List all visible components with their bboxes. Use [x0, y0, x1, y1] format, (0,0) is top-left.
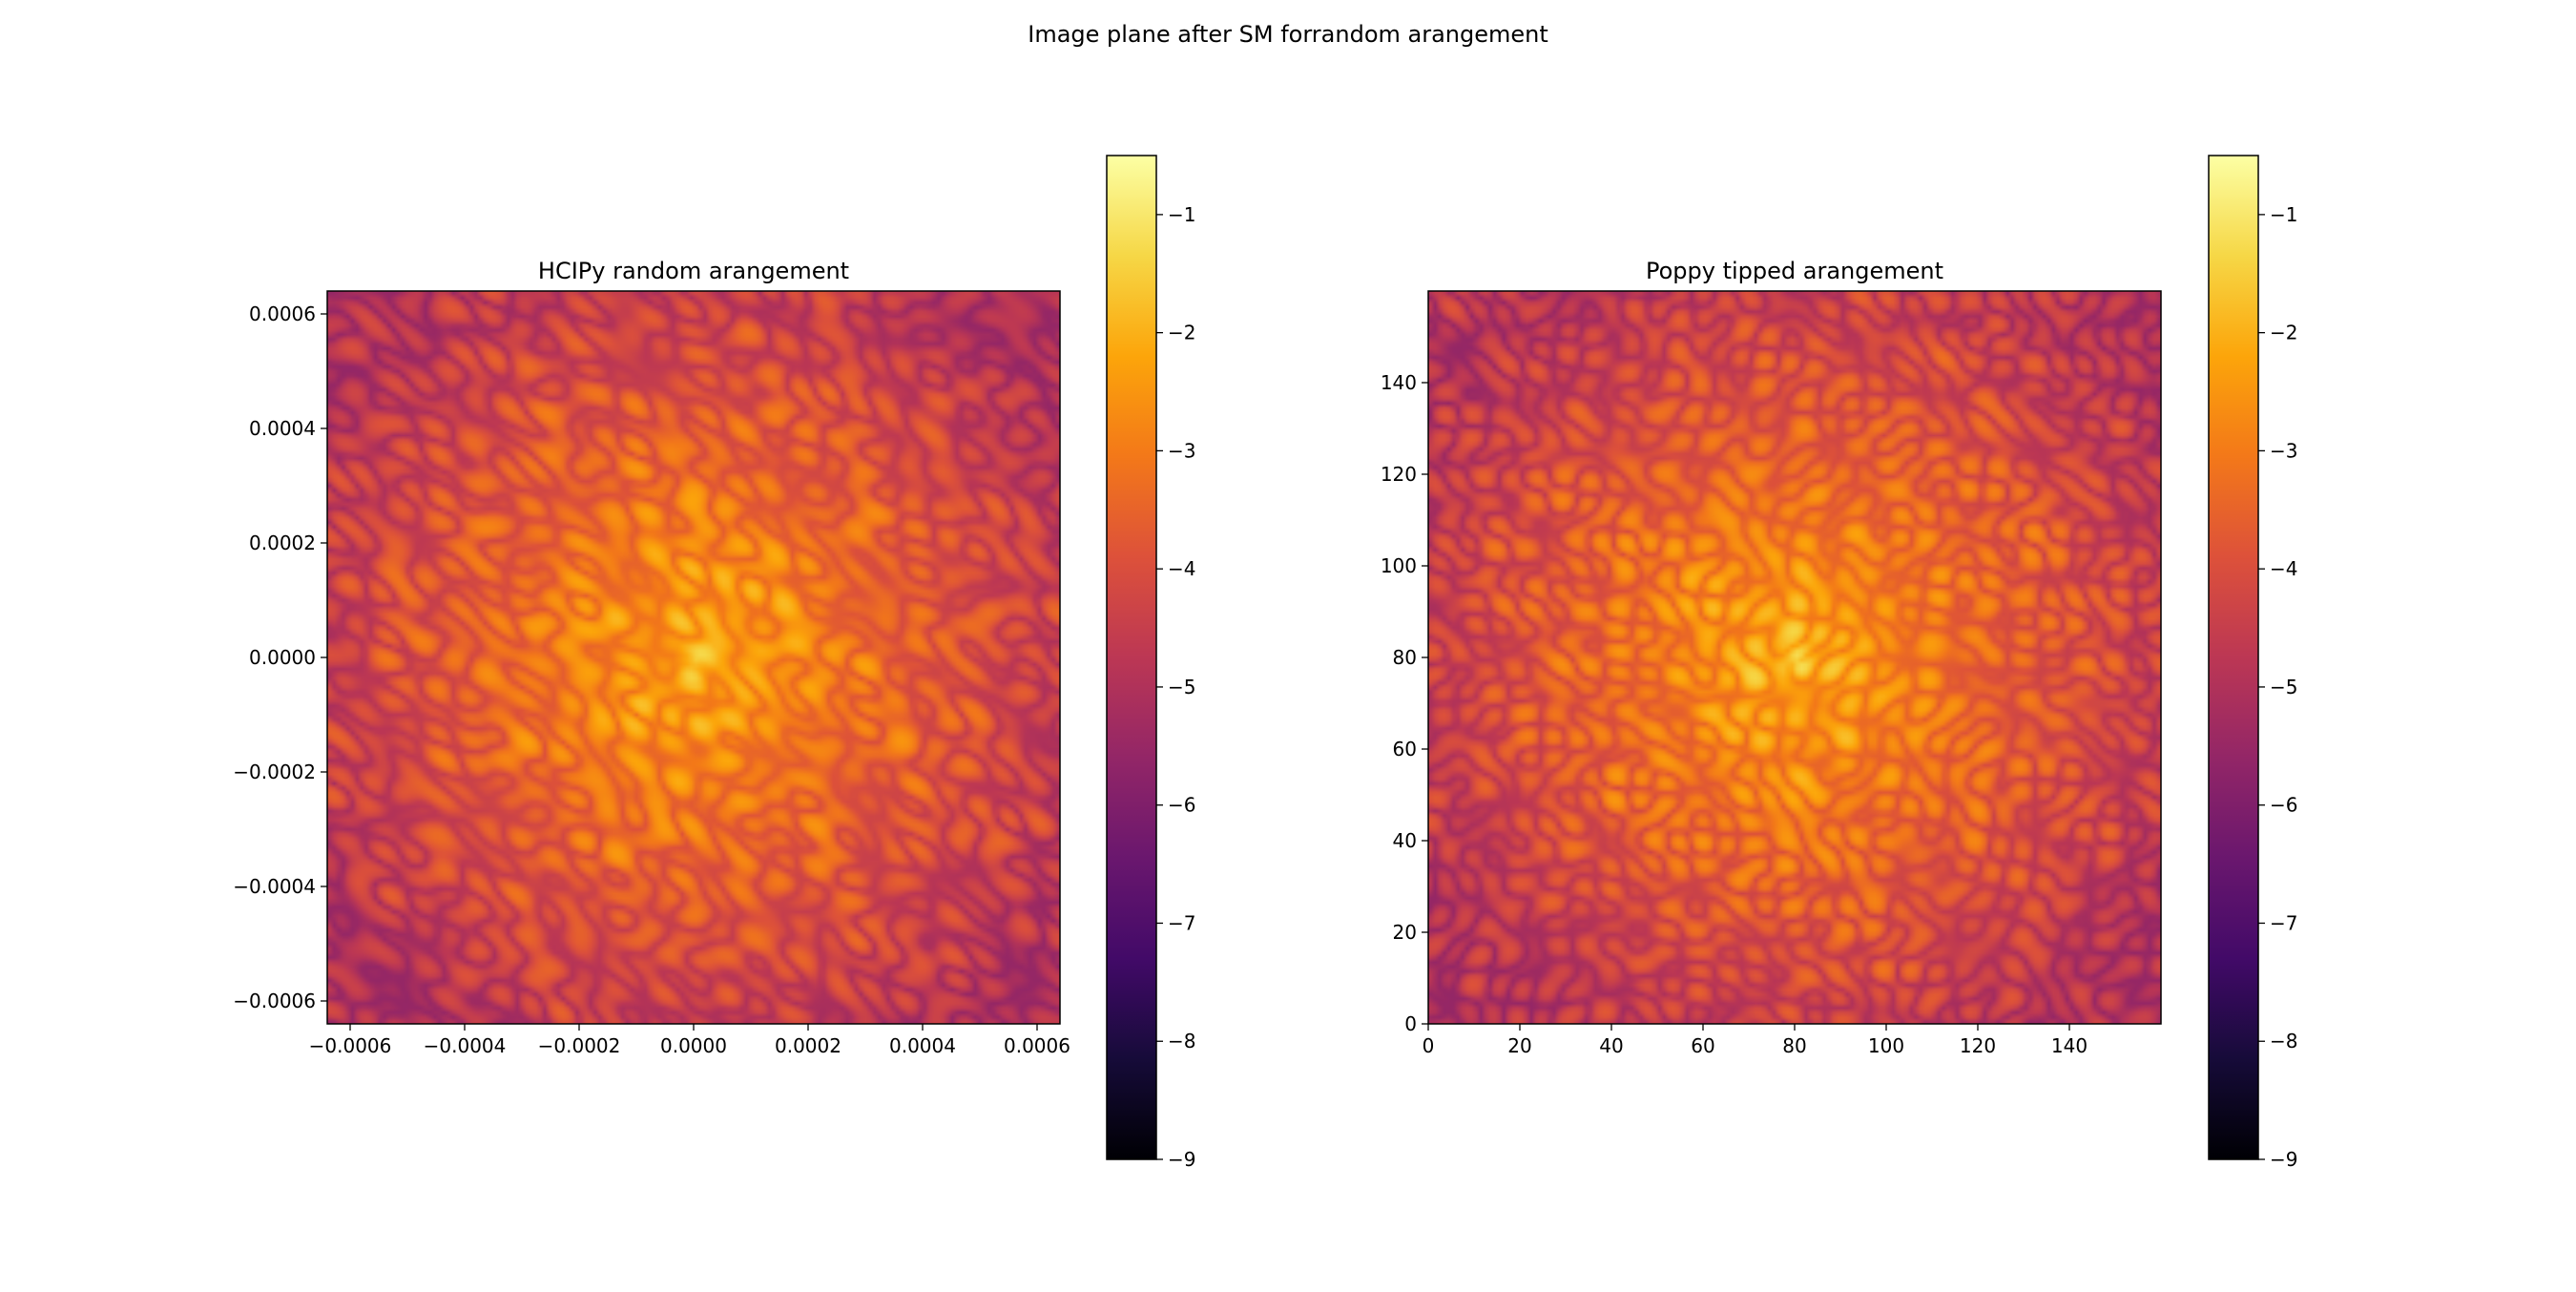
hcipy-colorbar-tick-label: −5 [1168, 676, 1195, 698]
poppy-ytick-label: 120 [1381, 463, 1417, 486]
poppy-ytick-label: 140 [1381, 371, 1417, 394]
poppy-colorbar-tick-label: −6 [2270, 794, 2297, 817]
poppy-xtick-label: 40 [1599, 1034, 1623, 1057]
hcipy-ytick-label: 0.0004 [249, 417, 316, 440]
hcipy-xtick-label: 0.0006 [1004, 1034, 1070, 1057]
hcipy-xtick-label: −0.0002 [538, 1034, 621, 1057]
panel-poppy-title: Poppy tipped arangement [1646, 258, 1943, 284]
hcipy-ytick-label: −0.0004 [233, 875, 316, 898]
poppy-ytick-label: 0 [1404, 1012, 1417, 1035]
poppy-xtick-label: 60 [1691, 1034, 1714, 1057]
hcipy-xtick-label: 0.0000 [660, 1034, 727, 1057]
hcipy-ytick-label: −0.0006 [233, 990, 316, 1012]
poppy-colorbar-tick-label: −1 [2270, 203, 2297, 226]
poppy-xtick-label: 140 [2051, 1034, 2088, 1057]
colorbar-hcipy-ticks: −1 −2 −3 −4 −5 −6 −7 −8 −9 [1156, 203, 1195, 1171]
hcipy-ytick-label: −0.0002 [233, 761, 316, 783]
poppy-xtick-label: 80 [1782, 1034, 1806, 1057]
poppy-colorbar-tick-label: −5 [2270, 676, 2297, 698]
poppy-colorbar-tick-label: −3 [2270, 439, 2297, 462]
hcipy-xtick-label: −0.0004 [424, 1034, 507, 1057]
colorbar-poppy: −1 −2 −3 −4 −5 −6 −7 −8 −9 [2208, 155, 2297, 1171]
panel-poppy-heatmap [1428, 291, 2161, 1024]
hcipy-xtick-label: 0.0002 [775, 1034, 841, 1057]
poppy-ytick-label: 60 [1393, 738, 1417, 761]
poppy-ytick-label: 80 [1393, 646, 1417, 669]
hcipy-ytick-label: 0.0002 [249, 531, 316, 554]
panel-hcipy-heatmap [327, 291, 1060, 1024]
hcipy-colorbar-tick-label: −8 [1168, 1030, 1195, 1052]
poppy-colorbar-tick-label: −7 [2270, 911, 2297, 934]
panel-poppy: Poppy tipped arangement 0 20 40 60 80 100 120 1… [1381, 258, 2162, 1057]
poppy-colorbar-tick-label: −9 [2270, 1148, 2297, 1171]
poppy-colorbar-tick-label: −4 [2270, 557, 2297, 580]
hcipy-ytick-label: 0.0006 [249, 302, 316, 325]
panel-hcipy-title: HCIPy random arangement [538, 258, 849, 284]
poppy-xtick-label: 100 [1868, 1034, 1904, 1057]
figure-suptitle: Image plane after SM forrandom arangemen… [1028, 21, 1548, 48]
colorbar-poppy-gradient [2208, 155, 2259, 1160]
colorbar-hcipy-gradient [1106, 155, 1157, 1160]
colorbar-hcipy: −1 −2 −3 −4 −5 −6 −7 −8 −9 [1106, 155, 1195, 1171]
hcipy-colorbar-tick-label: −7 [1168, 911, 1195, 934]
hcipy-ytick-label: 0.0000 [249, 646, 316, 669]
hcipy-colorbar-tick-label: −3 [1168, 439, 1195, 462]
hcipy-colorbar-tick-label: −9 [1168, 1148, 1195, 1171]
poppy-ytick-label: 40 [1393, 829, 1417, 852]
hcipy-xtick-label: 0.0004 [889, 1034, 956, 1057]
poppy-colorbar-tick-label: −8 [2270, 1030, 2297, 1052]
poppy-xtick-label: 0 [1423, 1034, 1435, 1057]
hcipy-colorbar-tick-label: −6 [1168, 794, 1195, 817]
poppy-colorbar-tick-label: −2 [2270, 322, 2297, 344]
poppy-xtick-label: 120 [1960, 1034, 1996, 1057]
hcipy-colorbar-tick-label: −1 [1168, 203, 1195, 226]
panel-poppy-ticks: 0 20 40 60 80 100 120 140 140 120 100 80 60 40 20 0 [1381, 371, 2088, 1057]
hcipy-colorbar-tick-label: −4 [1168, 557, 1195, 580]
hcipy-xtick-label: −0.0006 [309, 1034, 392, 1057]
colorbar-poppy-ticks: −1 −2 −3 −4 −5 −6 −7 −8 −9 [2258, 203, 2297, 1171]
poppy-ytick-label: 20 [1393, 921, 1417, 944]
panel-hcipy-ticks: −0.0006 −0.0004 −0.0002 0.0000 0.0002 0.0004 0… [233, 302, 1070, 1057]
poppy-xtick-label: 20 [1507, 1034, 1531, 1057]
poppy-ytick-label: 100 [1381, 554, 1417, 577]
hcipy-colorbar-tick-label: −2 [1168, 322, 1195, 344]
panel-hcipy: HCIPy random arangement −0.0006 −0.0004 −0… [233, 258, 1070, 1057]
